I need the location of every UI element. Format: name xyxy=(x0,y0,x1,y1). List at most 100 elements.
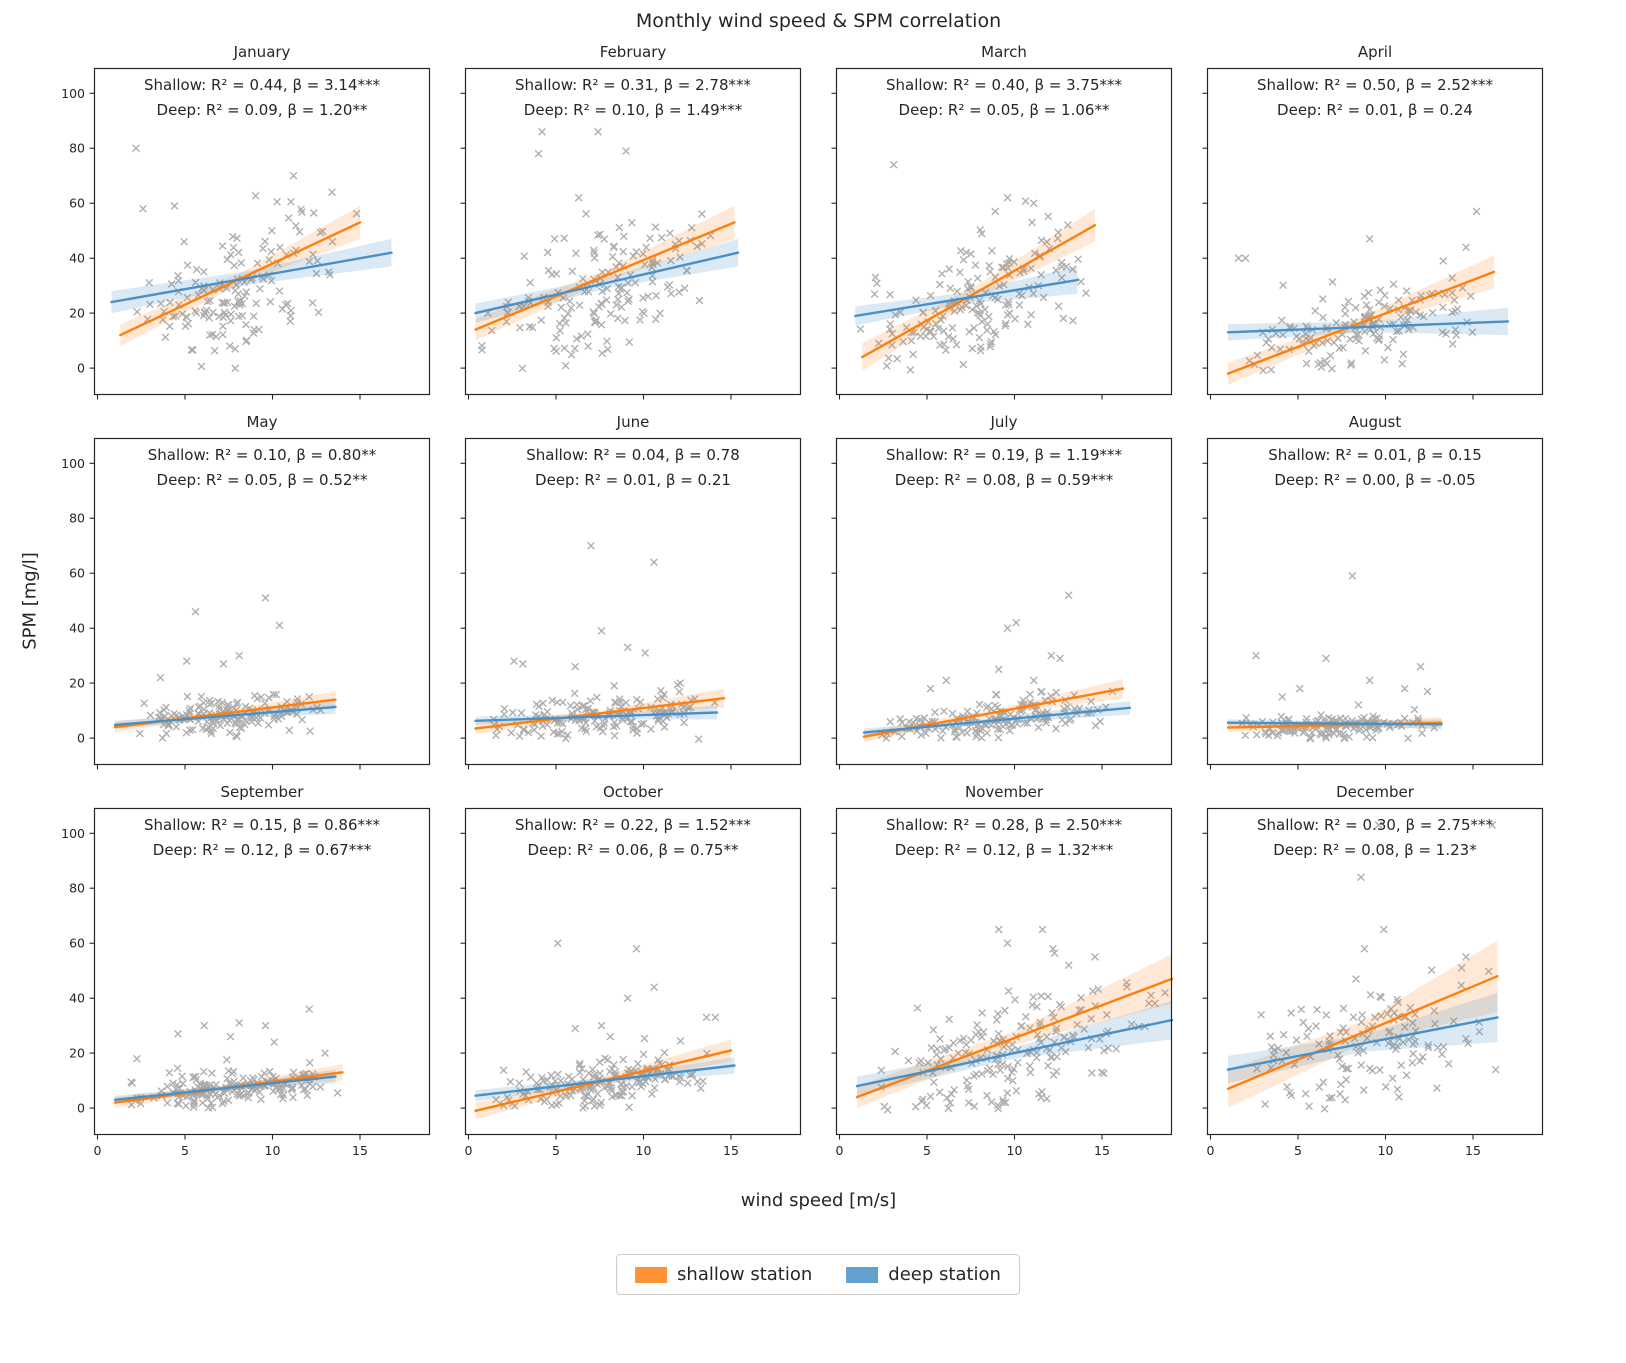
subplot-title-august: August xyxy=(1348,413,1402,431)
deep-regression-line xyxy=(862,706,1132,734)
y-tick-label: 40 xyxy=(69,251,85,266)
x-tick-label: 0 xyxy=(836,1143,844,1158)
stats-deep-january: Deep: R² = 0.09, β = 1.20** xyxy=(156,101,368,119)
x-tick-label: 10 xyxy=(265,1143,281,1158)
deep-regression-line xyxy=(474,251,740,315)
shallow-regression-line xyxy=(855,977,1174,1099)
stats-shallow-january: Shallow: R² = 0.44, β = 3.14*** xyxy=(143,76,381,94)
y-tick-label: 40 xyxy=(69,991,85,1006)
stats-deep-august: Deep: R² = 0.00, β = -0.05 xyxy=(1274,471,1476,489)
x-tick-label: 5 xyxy=(923,1143,931,1158)
stats-shallow-november: Shallow: R² = 0.28, β = 2.50*** xyxy=(885,816,1123,834)
stats-deep-may: Deep: R² = 0.05, β = 0.52** xyxy=(156,471,368,489)
x-tick-label: 10 xyxy=(1007,1143,1023,1158)
stats-shallow-september: Shallow: R² = 0.15, β = 0.86*** xyxy=(143,816,381,834)
shallow-regression-line xyxy=(474,221,736,331)
legend-swatch-shallow-icon xyxy=(635,1266,668,1283)
x-tick-label: 10 xyxy=(1378,1143,1394,1158)
subplot-march xyxy=(831,67,1173,400)
subplot-january: 0 20 40 60 80 100 xyxy=(61,67,431,400)
subplot-november: 0 5 10 15 xyxy=(831,807,1174,1158)
y-tick-label: 80 xyxy=(69,511,85,526)
subplot-october: 0 5 10 15 xyxy=(460,807,802,1158)
subplot-title-october: October xyxy=(602,783,664,801)
y-tick-label: 80 xyxy=(69,141,85,156)
x-tick-label: 15 xyxy=(352,1143,368,1158)
y-tick-label: 100 xyxy=(61,456,85,471)
y-tick-label: 60 xyxy=(69,936,85,951)
stats-deep-december: Deep: R² = 0.08, β = 1.23* xyxy=(1273,841,1477,859)
subplot-title-december: December xyxy=(1336,783,1414,801)
legend: shallow station deep station xyxy=(616,1254,1020,1295)
stats-shallow-june: Shallow: R² = 0.04, β = 0.78 xyxy=(526,446,740,464)
deep-regression-line xyxy=(855,1018,1174,1088)
deep-regression-line xyxy=(1226,320,1510,334)
stats-shallow-july: Shallow: R² = 0.19, β = 1.19*** xyxy=(885,446,1123,464)
subplot-title-november: November xyxy=(964,783,1044,801)
subplot-title-may: May xyxy=(246,413,278,431)
deep-regression-line xyxy=(1226,1016,1499,1071)
legend-label-deep: deep station xyxy=(888,1264,1001,1285)
deep-regression-line xyxy=(474,711,719,722)
scatter-points xyxy=(1253,821,1500,1113)
deep-regression-line xyxy=(1226,721,1443,726)
shallow-regression-line xyxy=(1226,270,1496,375)
stats-shallow-april: Shallow: R² = 0.50, β = 2.52*** xyxy=(1256,76,1494,94)
deep-regression-line xyxy=(474,1064,736,1097)
subplot-title-march: March xyxy=(981,43,1027,61)
y-tick-label: 60 xyxy=(69,196,85,211)
deep-regression-line xyxy=(113,705,337,727)
x-tick-label: 5 xyxy=(1294,1143,1302,1158)
subplot-december: 0 5 10 15 xyxy=(1202,807,1544,1158)
x-tick-label: 0 xyxy=(1207,1143,1215,1158)
x-tick-label: 10 xyxy=(636,1143,652,1158)
y-tick-label: 100 xyxy=(61,826,85,841)
scatter-points xyxy=(1238,572,1439,743)
y-tick-label: 60 xyxy=(69,566,85,581)
subplot-june xyxy=(460,437,802,770)
figure-title: Monthly wind speed & SPM correlation xyxy=(635,10,1002,32)
y-tick-label: 0 xyxy=(77,731,85,746)
subplot-title-april: April xyxy=(1357,43,1393,61)
shallow-regression-line xyxy=(474,697,726,730)
y-tick-label: 20 xyxy=(69,676,85,691)
subplot-title-june: June xyxy=(616,413,650,431)
deep-regression-line xyxy=(110,251,393,304)
scatter-points xyxy=(877,925,1169,1114)
y-axis-label: SPM [mg/l] xyxy=(19,552,41,650)
subplot-may: 0 20 40 60 80 100 xyxy=(61,437,431,770)
y-tick-label: 80 xyxy=(69,881,85,896)
subplot-september: 0 5 10 15 0 20 40 60 80 100 xyxy=(61,807,431,1158)
y-tick-label: 0 xyxy=(77,361,85,376)
shallow-regression-line xyxy=(1226,974,1499,1090)
x-tick-label: 0 xyxy=(94,1143,102,1158)
subplot-february xyxy=(460,67,802,400)
x-tick-label: 15 xyxy=(1094,1143,1110,1158)
deep-regression-line xyxy=(854,278,1079,318)
legend-item-deep: deep station xyxy=(846,1264,1001,1285)
subplot-august xyxy=(1202,437,1544,770)
legend-label-shallow: shallow station xyxy=(677,1264,813,1285)
stats-deep-april: Deep: R² = 0.01, β = 0.24 xyxy=(1277,101,1473,119)
deep-regression-line xyxy=(113,1075,337,1101)
legend-item-shallow: shallow station xyxy=(635,1264,812,1285)
x-tick-label: 15 xyxy=(723,1143,739,1158)
legend-swatch-deep-icon xyxy=(846,1266,879,1283)
shallow-regression-line xyxy=(861,223,1097,359)
stats-deep-february: Deep: R² = 0.10, β = 1.49*** xyxy=(523,101,743,119)
y-tick-label: 0 xyxy=(77,1101,85,1116)
y-tick-label: 20 xyxy=(69,306,85,321)
x-axis-label: wind speed [m/s] xyxy=(740,1190,897,1211)
stats-deep-july: Deep: R² = 0.08, β = 0.59*** xyxy=(894,471,1114,489)
stats-deep-november: Deep: R² = 0.12, β = 1.32*** xyxy=(894,841,1114,859)
subplot-title-february: February xyxy=(599,43,667,61)
stats-shallow-december: Shallow: R² = 0.30, β = 2.75*** xyxy=(1256,816,1494,834)
x-tick-label: 5 xyxy=(181,1143,189,1158)
subplot-title-september: September xyxy=(220,783,304,801)
stats-shallow-may: Shallow: R² = 0.10, β = 0.80** xyxy=(147,446,377,464)
x-tick-label: 5 xyxy=(552,1143,560,1158)
stats-deep-june: Deep: R² = 0.01, β = 0.21 xyxy=(535,471,731,489)
stats-shallow-october: Shallow: R² = 0.22, β = 1.52*** xyxy=(514,816,752,834)
stats-shallow-march: Shallow: R² = 0.40, β = 3.75*** xyxy=(885,76,1123,94)
